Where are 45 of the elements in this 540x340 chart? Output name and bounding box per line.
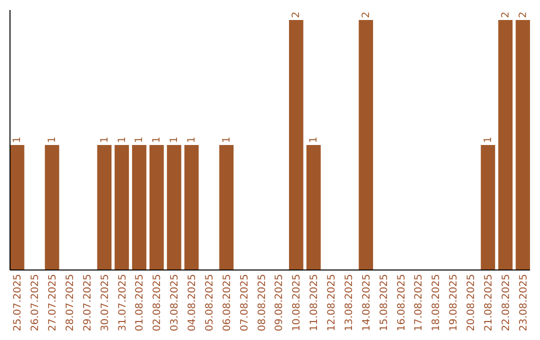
x-tick-label: 26.07.2025	[30, 274, 42, 332]
x-tick-label: 20.08.2025	[466, 274, 478, 332]
x-tick-label: 06.08.2025	[222, 274, 233, 332]
x-tick-label: 21.08.2025	[483, 274, 494, 332]
data-label: 1	[482, 136, 494, 143]
x-tick-label: 08.08.2025	[256, 274, 268, 332]
x-tick-label: 10.08.2025	[292, 274, 303, 332]
x-tick-label: 22.08.2025	[500, 274, 512, 332]
data-label: 1	[116, 136, 128, 143]
data-label: 1	[169, 136, 180, 143]
x-tick-label: 18.08.2025	[431, 274, 442, 332]
x-tick-label: 04.08.2025	[187, 274, 198, 332]
data-label: 1	[134, 136, 146, 143]
data-label: 2	[291, 12, 302, 18]
data-label: 1	[99, 136, 110, 143]
x-tick-label: 12.08.2025	[326, 274, 338, 332]
x-tick-label: 11.08.2025	[309, 274, 320, 332]
x-tick-label: 07.08.2025	[239, 274, 250, 332]
x-tick-label: 23.08.2025	[518, 274, 530, 332]
data-label: 2	[518, 12, 529, 18]
x-tick-label: 01.08.2025	[134, 274, 146, 332]
x-tick-label: 15.08.2025	[378, 274, 390, 332]
x-tick-label: 16.08.2025	[396, 274, 408, 332]
x-tick-label: 05.08.2025	[204, 274, 216, 332]
x-tick-label: 02.08.2025	[152, 274, 164, 332]
x-tick-label: 27.07.2025	[48, 274, 59, 332]
data-label: 1	[47, 136, 58, 143]
x-tick-label: 13.08.2025	[344, 274, 355, 332]
data-label: 1	[308, 136, 320, 143]
data-label: 2	[500, 12, 512, 18]
data-label: 2	[360, 12, 372, 18]
x-tick-label: 29.07.2025	[82, 274, 94, 332]
x-tick-label: 30.07.2025	[100, 274, 111, 332]
x-tick-label: 25.07.2025	[12, 274, 24, 332]
x-tick-label: 17.08.2025	[414, 274, 425, 332]
x-tick-label: 28.07.2025	[64, 274, 76, 332]
data-label: 1	[152, 136, 163, 143]
x-tick-label: 31.07.2025	[117, 274, 128, 332]
data-label: 1	[12, 136, 24, 143]
x-tick-label: 19.08.2025	[448, 274, 460, 332]
data-label: 1	[186, 136, 198, 143]
data-label: 1	[221, 136, 232, 143]
x-tick-label: 03.08.2025	[170, 274, 181, 332]
x-tick-label: 09.08.2025	[274, 274, 286, 332]
x-tick-label: 14.08.2025	[361, 274, 372, 332]
